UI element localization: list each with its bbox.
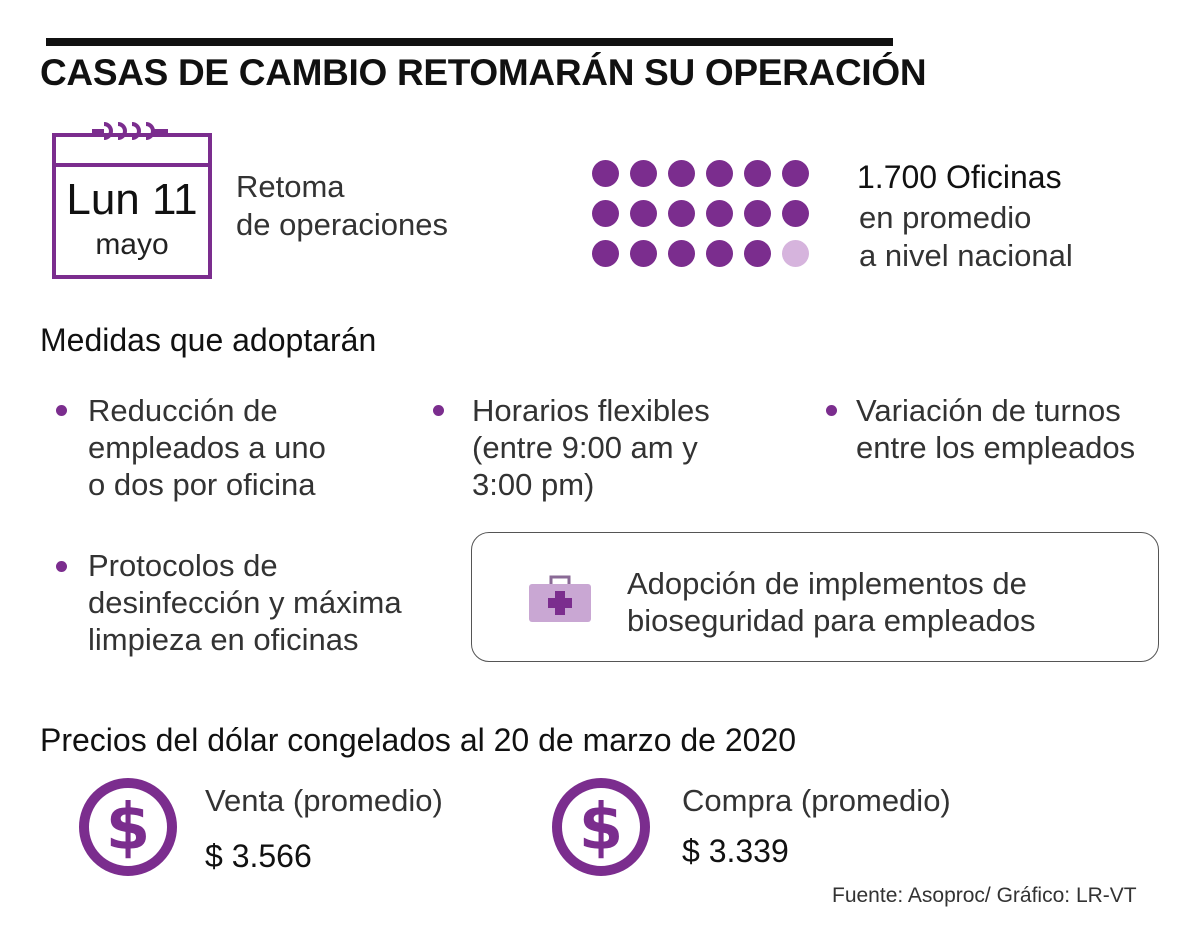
office-dot bbox=[592, 200, 619, 227]
medidas-heading: Medidas que adoptarán bbox=[40, 322, 377, 358]
compra-label: Compra (promedio) bbox=[682, 783, 951, 818]
source-credit: Fuente: Asoproc/ Gráfico: LR-VT bbox=[832, 884, 1137, 907]
medida-line: (entre 9:00 am y bbox=[472, 430, 698, 465]
office-dot bbox=[706, 240, 733, 267]
medida-line: 3:00 pm) bbox=[472, 467, 595, 502]
bioseguridad-line: bioseguridad para empleados bbox=[627, 603, 1036, 638]
medida-line: empleados a uno bbox=[88, 430, 326, 465]
retoma-text: Retoma de operaciones bbox=[236, 168, 448, 244]
offices-count: 1.700 Oficinas bbox=[857, 159, 1062, 195]
office-dot bbox=[668, 160, 695, 187]
office-dot-partial bbox=[782, 240, 809, 267]
calendar-header-line bbox=[52, 163, 212, 167]
offices-dot-grid bbox=[592, 160, 822, 267]
medida-line: Horarios flexibles bbox=[472, 393, 710, 428]
title-rule bbox=[46, 38, 893, 46]
calendar-day: Lun 11 bbox=[66, 175, 198, 224]
calendar-month: mayo bbox=[95, 228, 169, 261]
office-dot bbox=[706, 200, 733, 227]
medida-line: entre los empleados bbox=[856, 430, 1136, 465]
office-dot bbox=[592, 160, 619, 187]
compra-value: $ 3.339 bbox=[682, 833, 789, 869]
medida-line: Protocolos de bbox=[88, 548, 278, 583]
office-dot bbox=[706, 160, 733, 187]
office-dot bbox=[668, 240, 695, 267]
svg-text:$: $ bbox=[579, 791, 624, 865]
bullet-icon bbox=[56, 561, 67, 572]
bioseguridad-text: Adopción de implementos de bioseguridad … bbox=[627, 565, 1035, 639]
venta-label: Venta (promedio) bbox=[205, 783, 443, 818]
medida-item: Horarios flexibles (entre 9:00 am y 3:00… bbox=[472, 392, 710, 503]
venta-value: $ 3.566 bbox=[205, 838, 312, 874]
offices-line-3: a nivel nacional bbox=[859, 238, 1073, 273]
svg-text:$: $ bbox=[106, 791, 151, 865]
dollar-coin-icon: $ bbox=[79, 778, 177, 876]
retoma-line-2: de operaciones bbox=[236, 207, 448, 242]
retoma-line-1: Retoma bbox=[236, 169, 345, 204]
medida-line: Variación de turnos bbox=[856, 393, 1121, 428]
calendar-rings-icon bbox=[92, 122, 168, 140]
bioseguridad-box bbox=[471, 532, 1159, 662]
medida-item: Protocolos de desinfección y máxima limp… bbox=[88, 547, 402, 658]
medida-line: Reducción de bbox=[88, 393, 278, 428]
medida-item: Reducción de empleados a uno o dos por o… bbox=[88, 392, 326, 503]
medida-line: desinfección y máxima bbox=[88, 585, 402, 620]
office-dot bbox=[744, 200, 771, 227]
office-dot bbox=[782, 200, 809, 227]
office-dot bbox=[630, 240, 657, 267]
bullet-icon bbox=[826, 405, 837, 416]
calendar-frame bbox=[52, 133, 212, 279]
medida-item: Variación de turnos entre los empleados bbox=[856, 392, 1135, 466]
page-title: CASAS DE CAMBIO RETOMARÁN SU OPERACIÓN bbox=[40, 52, 927, 93]
offices-description: en promedio a nivel nacional bbox=[859, 199, 1073, 275]
medida-line: limpieza en oficinas bbox=[88, 622, 359, 657]
bullet-icon bbox=[433, 405, 444, 416]
bullet-icon bbox=[56, 405, 67, 416]
office-dot bbox=[744, 160, 771, 187]
office-dot bbox=[592, 240, 619, 267]
offices-line-2: en promedio bbox=[859, 200, 1032, 235]
precios-heading: Precios del dólar congelados al 20 de ma… bbox=[40, 722, 797, 758]
office-dot bbox=[782, 160, 809, 187]
office-dot bbox=[630, 160, 657, 187]
bioseguridad-line: Adopción de implementos de bbox=[627, 566, 1027, 601]
dollar-coin-icon: $ bbox=[552, 778, 650, 876]
office-dot bbox=[668, 200, 695, 227]
first-aid-kit-icon bbox=[529, 575, 591, 622]
medida-line: o dos por oficina bbox=[88, 467, 316, 502]
office-dot bbox=[744, 240, 771, 267]
office-dot bbox=[630, 200, 657, 227]
